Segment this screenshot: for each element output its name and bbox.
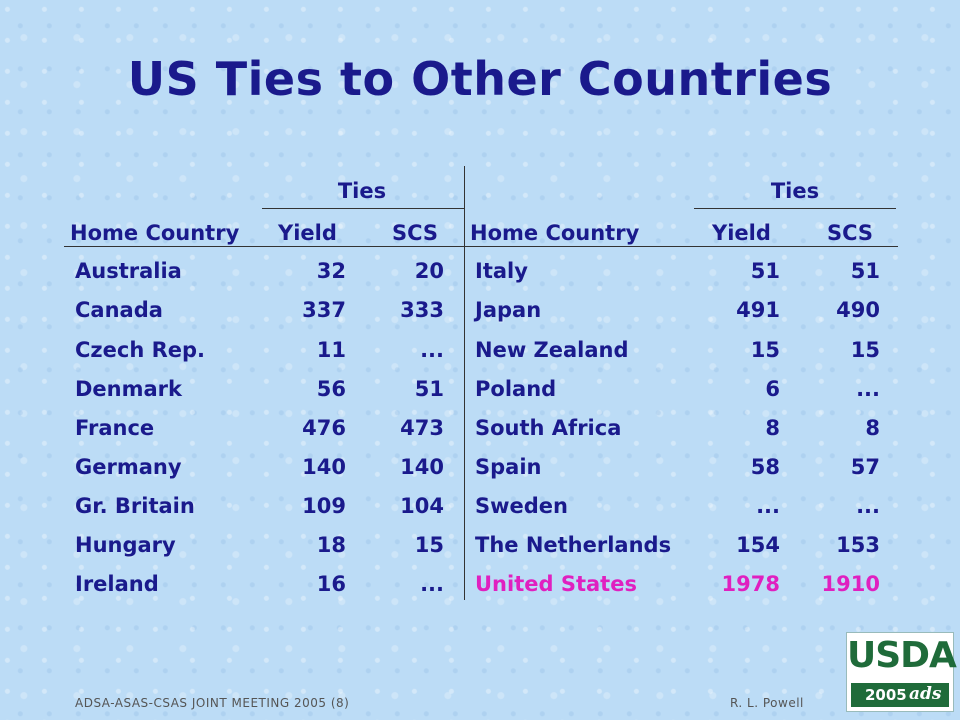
table-cell-scs: 333	[400, 298, 444, 322]
table-cell-country: Japan	[475, 298, 542, 322]
table-cell-scs: 8	[865, 416, 880, 440]
col-header-yield-right: Yield	[712, 221, 771, 245]
footer-right: R. L. Powell	[730, 696, 804, 710]
table-cell-yield: 11	[316, 338, 346, 362]
ties-group-header-left: Ties	[337, 179, 387, 203]
usda-logo-text: USDA	[847, 635, 957, 676]
table-cell-scs: 490	[836, 298, 880, 322]
table-cell-scs: ...	[420, 572, 444, 596]
group-underline-left	[262, 208, 464, 209]
table-cell-yield: 6	[765, 377, 780, 401]
usda-logo-band	[851, 683, 949, 707]
table-cell-yield: 56	[316, 377, 346, 401]
col-header-home-right: Home Country	[470, 221, 640, 245]
table-cell-yield: 109	[302, 494, 346, 518]
table-cell-country: Germany	[75, 455, 182, 479]
table-cell-scs: 15	[850, 338, 880, 362]
table-cell-country: Ireland	[75, 572, 159, 596]
table-cell-scs: 140	[400, 455, 444, 479]
table-cell-country: South Africa	[475, 416, 622, 440]
table-cell-yield: 58	[750, 455, 780, 479]
col-header-yield-left: Yield	[278, 221, 337, 245]
table-cell-country: Canada	[75, 298, 163, 322]
table-cell-country: Czech Rep.	[75, 338, 206, 362]
table-cell-yield: 337	[302, 298, 346, 322]
group-underline-right	[694, 208, 896, 209]
table-cell-yield: ...	[756, 494, 780, 518]
table-cell-yield: 32	[316, 259, 346, 283]
table-cell-scs: 20	[414, 259, 444, 283]
table-cell-scs: 1910	[821, 572, 880, 596]
col-header-home-left: Home Country	[70, 221, 240, 245]
table-cell-country: The Netherlands	[475, 533, 672, 557]
table-cell-scs: ...	[856, 377, 880, 401]
footer-left: ADSA-ASAS-CSAS JOINT MEETING 2005 (8)	[75, 696, 350, 710]
table-cell-scs: 104	[400, 494, 444, 518]
table-cell-yield: 16	[316, 572, 346, 596]
table-cell-yield: 15	[750, 338, 780, 362]
ties-group-header-right: Ties	[770, 179, 820, 203]
table-cell-country: Poland	[475, 377, 557, 401]
header-rule	[64, 246, 898, 247]
usda-logo-year: 2005	[865, 686, 907, 704]
table-cell-yield: 140	[302, 455, 346, 479]
table-cell-yield: 8	[765, 416, 780, 440]
col-header-scs-right: SCS	[827, 221, 874, 245]
ads-logo-mark: ads	[909, 684, 942, 704]
table-cell-scs: 153	[836, 533, 880, 557]
usda-logo: USDA 2005 ads	[846, 632, 957, 712]
table-cell-yield: 51	[750, 259, 780, 283]
table-cell-scs: 51	[850, 259, 880, 283]
table-cell-yield: 154	[736, 533, 780, 557]
table-cell-country: United States	[475, 572, 637, 596]
table-cell-yield: 1978	[721, 572, 780, 596]
table-cell-country: Denmark	[75, 377, 182, 401]
page-title: US Ties to Other Countries	[127, 52, 833, 106]
table-cell-scs: 473	[400, 416, 444, 440]
table-cell-yield: 476	[302, 416, 346, 440]
table-cell-scs: ...	[856, 494, 880, 518]
table-cell-country: Hungary	[75, 533, 176, 557]
table-cell-country: New Zealand	[475, 338, 629, 362]
table-cell-country: Gr. Britain	[75, 494, 195, 518]
table-cell-country: Sweden	[475, 494, 568, 518]
table-cell-country: France	[75, 416, 155, 440]
table-cell-country: Italy	[475, 259, 528, 283]
table-cell-yield: 18	[316, 533, 346, 557]
table-cell-scs: 51	[414, 377, 444, 401]
table-cell-country: Spain	[475, 455, 542, 479]
column-divider	[464, 166, 465, 600]
table-cell-yield: 491	[736, 298, 780, 322]
table-cell-scs: 15	[414, 533, 444, 557]
table-cell-scs: 57	[850, 455, 880, 479]
table-cell-scs: ...	[420, 338, 444, 362]
col-header-scs-left: SCS	[392, 221, 439, 245]
table-cell-country: Australia	[75, 259, 182, 283]
